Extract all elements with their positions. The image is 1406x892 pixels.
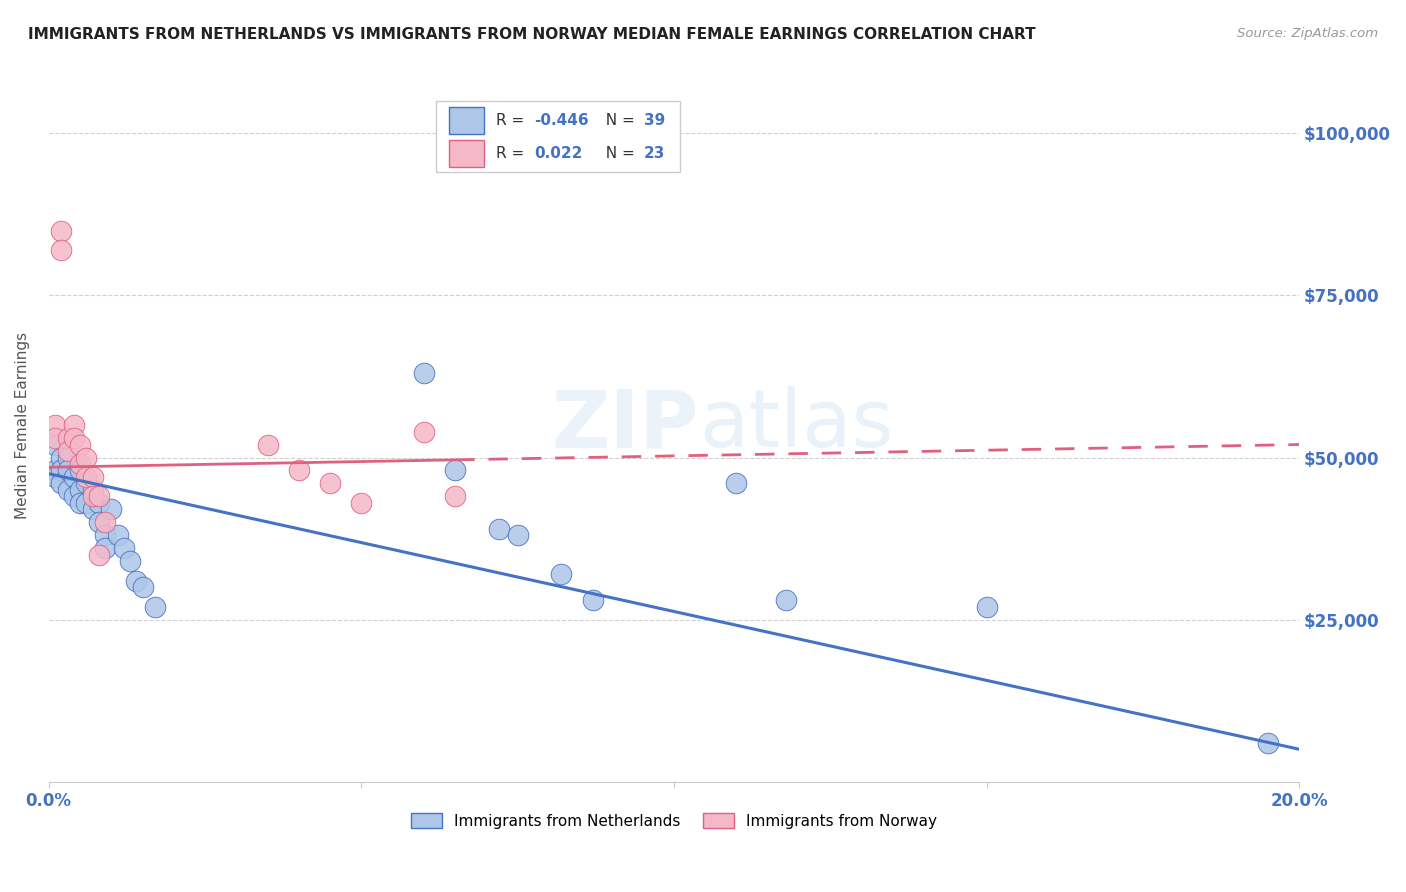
Point: [56, 450, 79, 465]
Point: [69, 496, 91, 510]
Point: [87, 516, 110, 530]
Point: [51, 463, 73, 477]
Point: [82, 490, 104, 504]
Text: IMMIGRANTS FROM NETHERLANDS VS IMMIGRANTS FROM NORWAY MEDIAN FEMALE EARNINGS COR: IMMIGRANTS FROM NETHERLANDS VS IMMIGRANT…: [28, 27, 1036, 42]
Point: [51, 224, 73, 238]
Point: [56, 483, 79, 497]
Point: [107, 528, 129, 542]
Point: [444, 490, 467, 504]
Point: [94, 516, 117, 530]
Point: [288, 463, 311, 477]
Point: [69, 483, 91, 497]
Point: [444, 463, 467, 477]
Point: [51, 476, 73, 491]
Text: ZIP: ZIP: [551, 386, 699, 464]
Point: [319, 476, 342, 491]
Point: [44, 418, 66, 433]
Point: [75, 496, 97, 510]
Point: [82, 483, 104, 497]
Text: 23: 23: [644, 146, 665, 161]
FancyBboxPatch shape: [449, 140, 484, 167]
Point: [56, 444, 79, 458]
Point: [350, 496, 373, 510]
Point: [87, 548, 110, 562]
Point: [82, 470, 104, 484]
Point: [775, 593, 797, 607]
Point: [550, 567, 572, 582]
Point: [143, 599, 166, 614]
Point: [75, 476, 97, 491]
Point: [62, 418, 84, 433]
Point: [87, 490, 110, 504]
Point: [582, 593, 605, 607]
Point: [976, 599, 998, 614]
Point: [75, 450, 97, 465]
Point: [56, 463, 79, 477]
Point: [412, 425, 434, 439]
Text: 0.022: 0.022: [534, 146, 582, 161]
Point: [118, 554, 141, 568]
Point: [94, 541, 117, 556]
Point: [506, 528, 529, 542]
FancyBboxPatch shape: [436, 101, 681, 172]
Point: [125, 574, 148, 588]
Point: [69, 437, 91, 451]
Point: [69, 463, 91, 477]
Point: [51, 450, 73, 465]
Point: [725, 476, 748, 491]
Point: [62, 431, 84, 445]
FancyBboxPatch shape: [449, 107, 484, 134]
Point: [44, 431, 66, 445]
Point: [44, 437, 66, 451]
Text: atlas: atlas: [699, 386, 893, 464]
Point: [100, 502, 122, 516]
Point: [94, 528, 117, 542]
Point: [69, 457, 91, 471]
Text: N =: N =: [596, 113, 640, 128]
Point: [51, 243, 73, 257]
Point: [256, 437, 278, 451]
Point: [82, 502, 104, 516]
Text: -0.446: -0.446: [534, 113, 589, 128]
Point: [488, 522, 510, 536]
Text: R =: R =: [496, 113, 530, 128]
Y-axis label: Median Female Earnings: Median Female Earnings: [15, 332, 30, 518]
Point: [56, 431, 79, 445]
Point: [62, 470, 84, 484]
Legend: Immigrants from Netherlands, Immigrants from Norway: Immigrants from Netherlands, Immigrants …: [405, 806, 943, 835]
Point: [87, 496, 110, 510]
Text: R =: R =: [496, 146, 534, 161]
Point: [75, 470, 97, 484]
Text: 39: 39: [644, 113, 665, 128]
Text: Source: ZipAtlas.com: Source: ZipAtlas.com: [1237, 27, 1378, 40]
Point: [44, 463, 66, 477]
Point: [1257, 736, 1279, 750]
Point: [131, 580, 153, 594]
Text: N =: N =: [596, 146, 640, 161]
Point: [112, 541, 135, 556]
Point: [62, 490, 84, 504]
Point: [412, 366, 434, 380]
Point: [44, 470, 66, 484]
